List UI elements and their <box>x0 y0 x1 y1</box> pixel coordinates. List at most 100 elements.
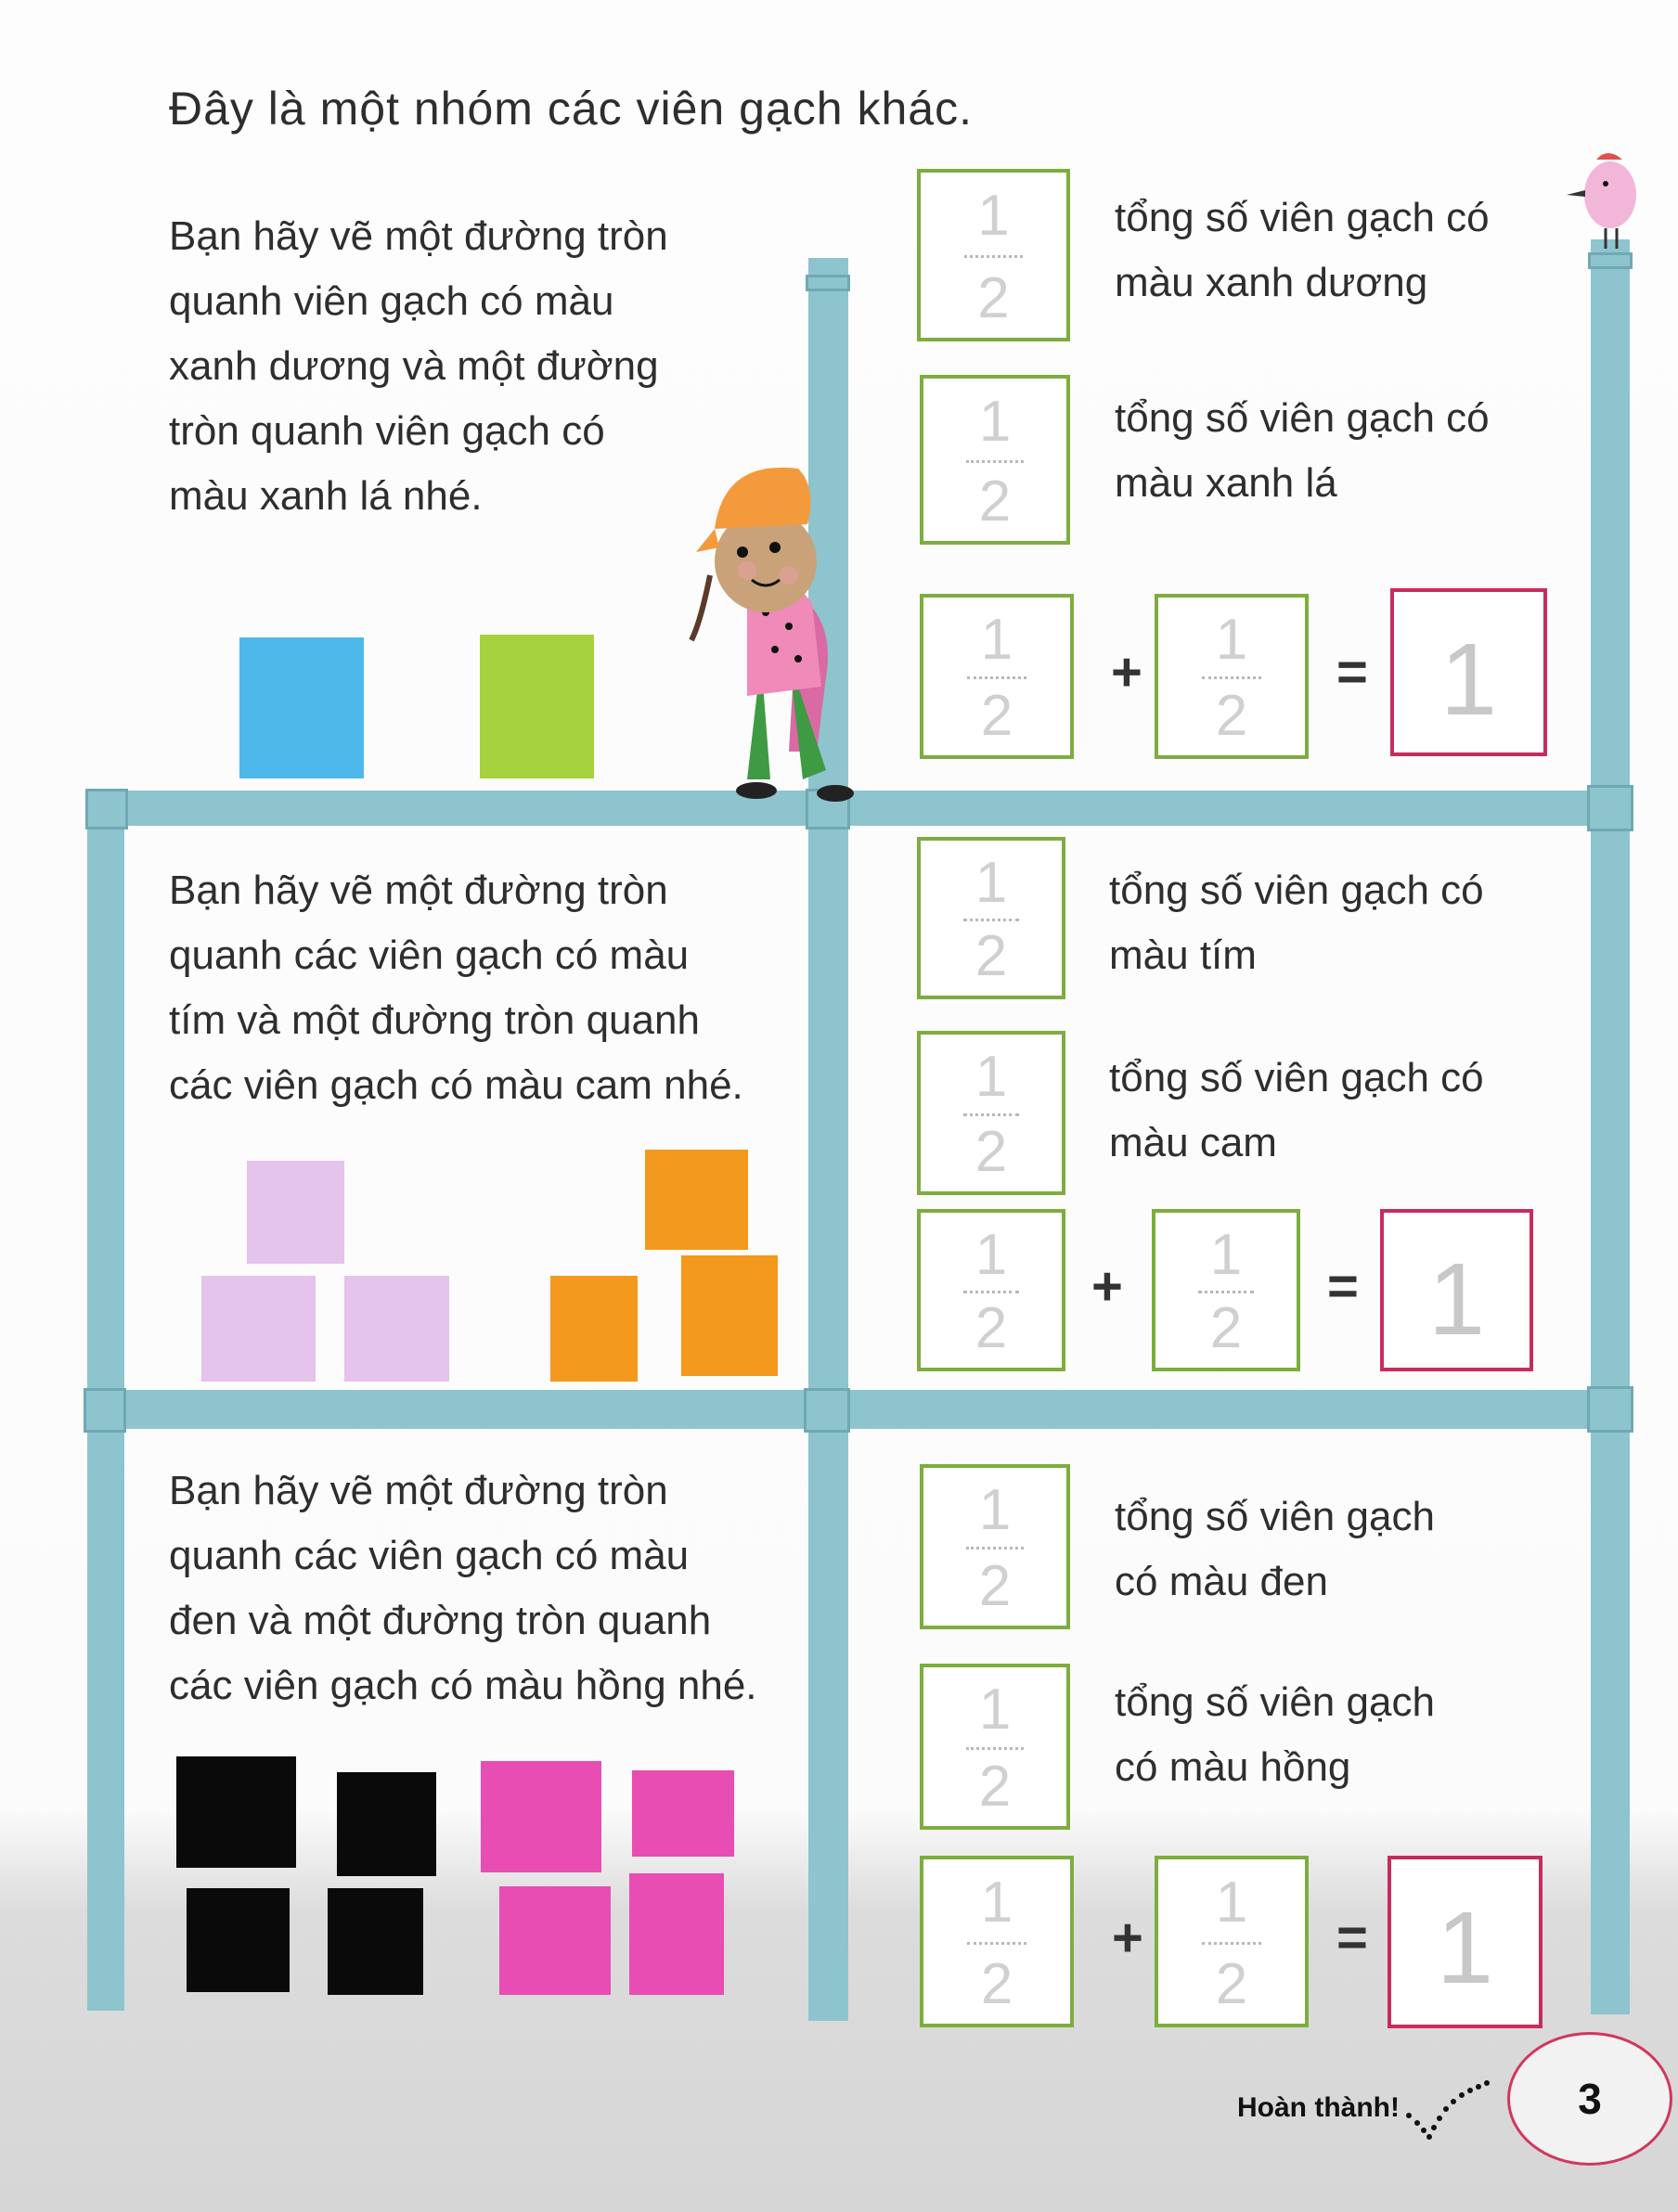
joint <box>804 1388 850 1433</box>
label-line: tổng số viên gạch có <box>1115 195 1490 240</box>
pink-brick[interactable] <box>481 1761 601 1872</box>
numerator-trace: 1 <box>1215 1870 1248 1935</box>
equals-sign: = <box>1327 1255 1359 1317</box>
blue-brick[interactable] <box>239 637 364 778</box>
purple-brick[interactable] <box>247 1161 344 1264</box>
denominator-trace: 2 <box>980 684 1013 749</box>
label-line: màu xanh lá <box>1115 460 1337 506</box>
orange-brick[interactable] <box>550 1276 638 1382</box>
instruction-text: Bạn hãy vẽ một đường tròn quanh các viên … <box>169 858 819 1118</box>
fraction-bar <box>1197 1290 1255 1293</box>
plus-sign: + <box>1112 1907 1143 1968</box>
pink-brick[interactable] <box>629 1873 724 1995</box>
numerator-trace: 1 <box>980 608 1013 673</box>
black-brick[interactable] <box>187 1888 290 1992</box>
numerator-trace: 1 <box>978 389 1012 454</box>
black-brick[interactable] <box>176 1756 296 1868</box>
joint <box>85 789 128 830</box>
equals-sign: = <box>1336 642 1368 702</box>
whole-trace: 1 <box>1436 1891 1494 2006</box>
denominator-trace: 2 <box>1209 1296 1243 1361</box>
label-line: tổng số viên gạch có <box>1109 868 1484 913</box>
black-brick[interactable] <box>328 1888 423 1995</box>
numerator-trace: 1 <box>978 1478 1012 1543</box>
joint <box>1588 252 1633 269</box>
fraction-bar <box>1202 1941 1261 1945</box>
fraction-label: tổng số viên gạch có màu đen <box>1115 1485 1435 1614</box>
numerator-trace: 1 <box>977 183 1010 248</box>
bird-illustration <box>1567 153 1636 249</box>
fraction-label: tổng số viên gạch có màu cam <box>1109 1046 1484 1176</box>
label-line: màu cam <box>1109 1120 1277 1165</box>
instruction-text: Bạn hãy vẽ một đường tròn quanh viên gạch… <box>169 204 819 529</box>
page-title: Đây là một nhóm các viên gạch khác. <box>169 83 973 135</box>
denominator-trace: 2 <box>975 924 1008 989</box>
plus-sign: + <box>1091 1255 1123 1317</box>
right-pole <box>1591 239 1630 2014</box>
instruction-line: Bạn hãy vẽ một đường tròn <box>169 868 668 913</box>
label-line: có màu đen <box>1115 1559 1328 1604</box>
fraction-label: tổng số viên gạch có màu hồng <box>1115 1670 1435 1800</box>
denominator-trace: 2 <box>1215 1951 1248 2016</box>
black-brick[interactable] <box>337 1772 436 1876</box>
fraction-label: tổng số viên gạch có màu xanh dương <box>1115 186 1490 315</box>
orange-brick[interactable] <box>645 1150 748 1250</box>
denominator-trace: 2 <box>980 1951 1013 2016</box>
label-line: tổng số viên gạch có <box>1109 1055 1484 1100</box>
joint <box>84 1388 126 1433</box>
whole-box[interactable]: 1 <box>1388 1856 1542 2028</box>
checkmark-trace-icon[interactable] <box>1401 2064 1504 2143</box>
instruction-line: quanh viên gạch có màu <box>169 278 614 324</box>
label-line: màu tím <box>1109 932 1257 978</box>
instruction-text: Bạn hãy vẽ một đường tròn quanh các viên … <box>169 1459 819 1718</box>
instruction-line: màu xanh lá nhé. <box>169 473 483 519</box>
joint <box>1587 1386 1633 1433</box>
fraction-bar <box>964 255 1023 258</box>
purple-brick[interactable] <box>344 1276 449 1382</box>
girl-illustration <box>689 467 854 802</box>
done-label: Hoàn thành! <box>1237 2092 1400 2123</box>
numerator-trace: 1 <box>975 1045 1008 1110</box>
denominator-trace: 2 <box>978 1554 1012 1619</box>
fraction-bar <box>962 1112 1020 1116</box>
green-brick[interactable] <box>480 635 594 778</box>
instruction-line: Bạn hãy vẽ một đường tròn <box>169 213 668 259</box>
equals-sign: = <box>1336 1907 1368 1968</box>
label-line: tổng số viên gạch có <box>1115 395 1490 441</box>
numerator-trace: 1 <box>1215 608 1248 673</box>
page-number: 3 <box>1507 2032 1672 2166</box>
purple-brick[interactable] <box>201 1276 316 1382</box>
numerator-trace: 1 <box>980 1870 1013 1935</box>
whole-trace: 1 <box>1439 623 1498 738</box>
whole-box[interactable]: 1 <box>1390 588 1547 756</box>
fraction-bar <box>1202 676 1261 679</box>
label-line: tổng số viên gạch <box>1115 1494 1435 1539</box>
numerator-trace: 1 <box>978 1678 1012 1743</box>
denominator-trace: 2 <box>975 1296 1008 1361</box>
instruction-line: quanh các viên gạch có màu <box>169 932 690 978</box>
whole-box[interactable]: 1 <box>1380 1209 1533 1371</box>
joint <box>806 275 850 291</box>
plus-sign: + <box>1111 642 1142 702</box>
orange-brick[interactable] <box>681 1255 778 1376</box>
numerator-trace: 1 <box>1209 1223 1243 1288</box>
pink-brick[interactable] <box>499 1886 611 1995</box>
fraction-bar <box>967 1941 1026 1945</box>
pink-brick[interactable] <box>632 1770 734 1857</box>
beam-middle <box>87 1390 1630 1429</box>
denominator-trace: 2 <box>978 469 1012 534</box>
instruction-line: tím và một đường tròn quanh <box>169 997 700 1043</box>
instruction-line: các viên gạch có màu hồng nhé. <box>169 1663 757 1708</box>
